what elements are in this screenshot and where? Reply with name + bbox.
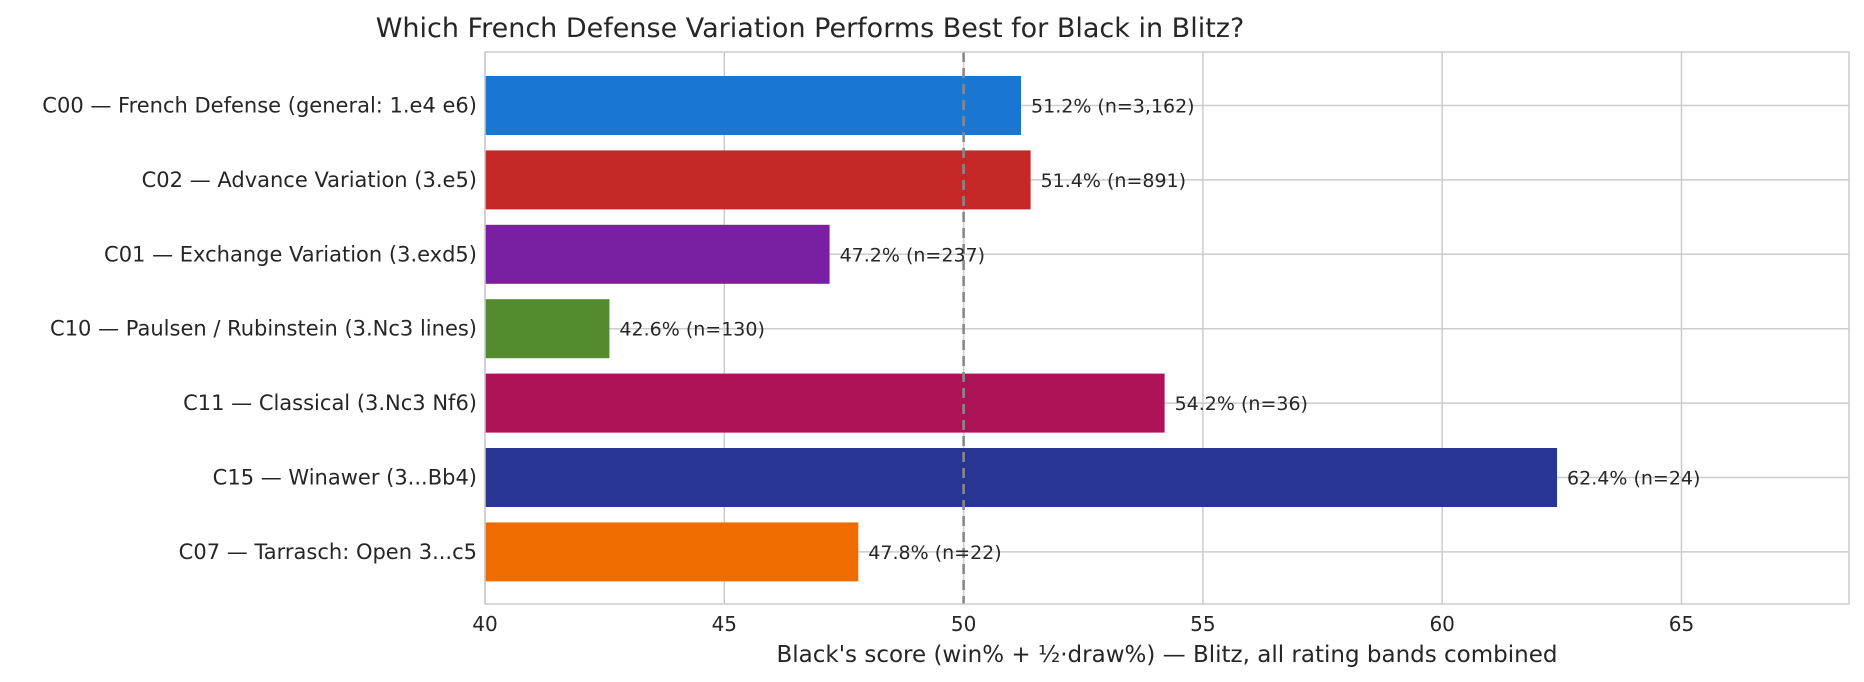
bar-6 [485, 522, 859, 582]
bar-2 [485, 224, 830, 284]
category-label-3: C10 — Paulsen / Rubinstein (3.Nc3 lines) [50, 317, 477, 341]
data-label-0: 51.2% (n=3,162) [1031, 96, 1195, 118]
bars [485, 76, 1558, 582]
x-tick-label-3: 55 [1190, 612, 1215, 636]
data-labels: 51.2% (n=3,162) 51.4% (n=891) 47.2% (n=237… [619, 96, 1700, 564]
data-label-3: 42.6% (n=130) [619, 319, 764, 341]
data-label-2: 47.2% (n=237) [840, 244, 985, 266]
x-tick-labels: 40 45 50 55 60 65 [472, 612, 1694, 636]
bar-3 [485, 299, 610, 359]
x-tick-label-4: 60 [1429, 612, 1454, 636]
category-label-6: C07 — Tarrasch: Open 3...c5 [179, 540, 477, 564]
bar-4 [485, 373, 1165, 433]
x-tick-label-5: 65 [1669, 612, 1694, 636]
x-tick-label-2: 50 [951, 612, 976, 636]
bar-1 [485, 150, 1031, 210]
data-label-1: 51.4% (n=891) [1041, 170, 1186, 192]
data-label-5: 62.4% (n=24) [1567, 468, 1700, 490]
category-label-1: C02 — Advance Variation (3.e5) [142, 168, 477, 192]
plot-frame [484, 51, 1850, 605]
category-label-0: C00 — French Defense (general: 1.e4 e6) [42, 94, 477, 118]
data-label-6: 47.8% (n=22) [868, 542, 1001, 564]
category-label-4: C11 — Classical (3.Nc3 Nf6) [183, 391, 477, 415]
x-axis-label: Black's score (win% + ½·draw%) — Blitz, … [777, 642, 1558, 668]
x-tick-label-1: 45 [712, 612, 737, 636]
category-labels: C00 — French Defense (general: 1.e4 e6) C… [42, 94, 477, 564]
x-tick-label-0: 40 [472, 612, 497, 636]
bar-5 [485, 448, 1558, 507]
bar-0 [485, 76, 1022, 135]
chart-title: Which French Defense Variation Performs … [376, 13, 1245, 44]
category-label-2: C01 — Exchange Variation (3.exd5) [104, 242, 477, 266]
category-label-5: C15 — Winawer (3...Bb4) [213, 466, 477, 490]
data-label-4: 54.2% (n=36) [1175, 393, 1308, 415]
